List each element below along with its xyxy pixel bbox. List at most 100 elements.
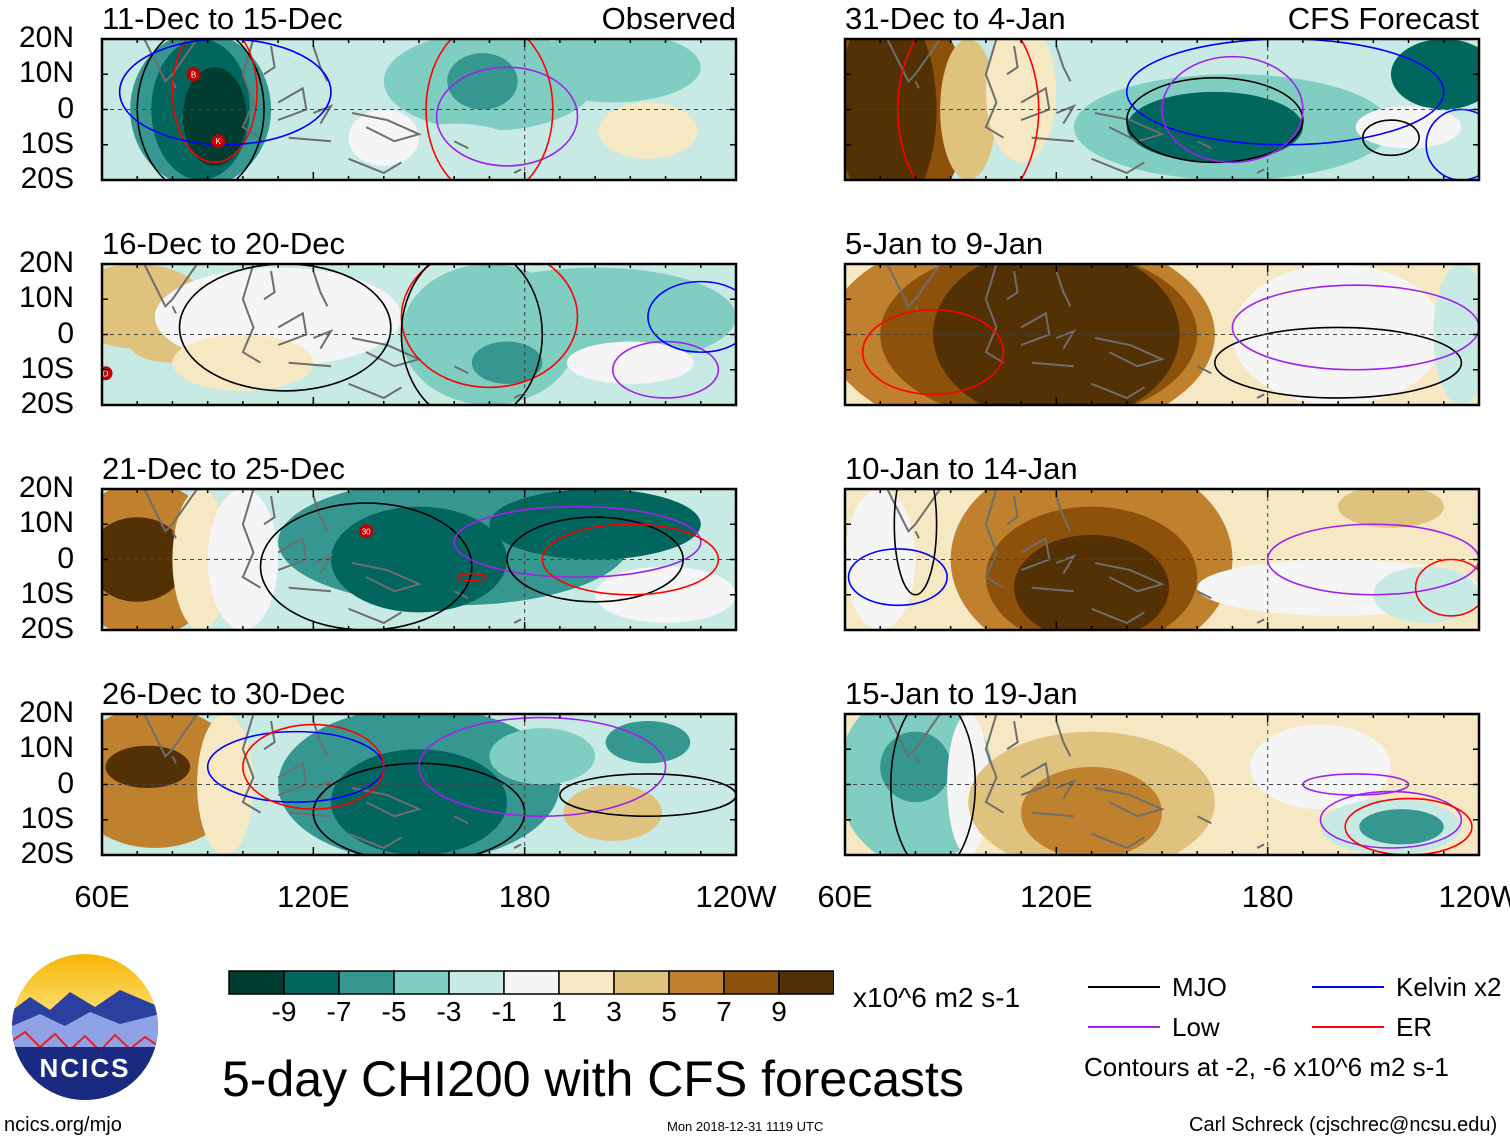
coastline — [263, 45, 276, 76]
colorbar-swatch — [283, 970, 340, 995]
coastline — [351, 787, 422, 818]
map-panel: 30 — [100, 487, 738, 632]
colorbar-tick-label: -1 — [491, 996, 517, 1027]
coastline — [453, 140, 469, 150]
coastline — [263, 720, 276, 751]
coastline — [312, 720, 329, 757]
mjo-contour — [559, 773, 736, 818]
storm-label: K — [216, 137, 222, 146]
coastline — [1055, 270, 1072, 307]
colorbar-tick-label: -7 — [326, 996, 352, 1027]
lat-label: 20N — [18, 246, 74, 279]
colorbar-swatch — [448, 970, 505, 995]
mjo-contour — [178, 264, 392, 392]
map-panel: D — [100, 262, 738, 407]
low-contour — [418, 716, 667, 818]
mjo-legend-label: MJO — [1172, 972, 1227, 1002]
low-legend-line — [1088, 1026, 1160, 1028]
lat-label: 20N — [18, 471, 74, 504]
coastline — [513, 168, 522, 174]
lat-label: 10N — [18, 56, 74, 90]
colorbar-tick-label: -5 — [381, 996, 407, 1027]
coastline — [143, 489, 198, 533]
coastline — [348, 382, 402, 400]
coastline — [312, 495, 329, 532]
timestamp: Mon 2018-12-31 1119 UTC — [667, 1119, 824, 1134]
coastline — [1256, 168, 1265, 174]
coastline — [1055, 328, 1077, 350]
map-panel — [843, 37, 1481, 182]
coastline — [1031, 361, 1075, 368]
coastline — [984, 489, 1005, 589]
coastline — [453, 815, 469, 825]
lat-label: 10S — [20, 126, 74, 160]
coastline — [1006, 45, 1019, 76]
panel-title: 5-Jan to 9-Jan — [845, 226, 1044, 261]
field-anomaly — [1126, 91, 1303, 163]
coastline — [351, 562, 422, 593]
colorbar-swatch — [558, 970, 615, 995]
lat-label: 20S — [20, 387, 74, 420]
storm-marker — [211, 134, 226, 149]
coastline — [1055, 45, 1072, 82]
map-panel — [843, 262, 1481, 407]
coastline — [1091, 832, 1145, 850]
coastline — [1256, 393, 1265, 399]
field-anomaly — [348, 109, 419, 166]
colorbar-swatch — [503, 970, 560, 995]
storm-marker — [359, 524, 374, 539]
field-anomaly — [1390, 39, 1479, 110]
field-anomaly — [1250, 724, 1391, 810]
low-contour — [435, 66, 579, 167]
low-legend-label: Low — [1172, 1012, 1220, 1042]
lat-label: 20S — [20, 612, 74, 645]
lat-label: 20S — [20, 162, 74, 195]
colorbar-swatch — [613, 970, 670, 995]
colorbar-tick-label: -9 — [271, 996, 297, 1027]
panel-title: 15-Jan to 19-Jan — [845, 676, 1078, 711]
lon-label: 60E — [817, 879, 873, 914]
coastline — [1055, 720, 1072, 757]
coastline — [312, 778, 334, 800]
coastline — [312, 270, 329, 307]
panel-title: 31-Dec to 4-Jan — [845, 1, 1066, 36]
colorbar-tick-label: 3 — [606, 996, 622, 1027]
low-contour — [1231, 284, 1479, 371]
field-anomaly — [1021, 766, 1162, 855]
storm-marker — [186, 67, 201, 82]
lat-label: 10N — [18, 281, 74, 315]
lat-label: 20N — [18, 696, 74, 729]
coastline — [263, 270, 276, 301]
mjo-contour — [1214, 326, 1463, 399]
svg-text:NCICS: NCICS — [40, 1053, 131, 1083]
author-credit: Carl Schreck (cjschrec@ncsu.edu) — [1189, 1114, 1498, 1136]
coastline — [1196, 365, 1212, 375]
colorbar-swatch — [393, 970, 450, 995]
lat-label: 10S — [20, 576, 74, 610]
storm-label: 30 — [362, 527, 371, 536]
coastline — [914, 305, 920, 314]
er-contour — [400, 264, 579, 389]
coastline — [1196, 590, 1212, 600]
field-anomaly — [1014, 534, 1170, 630]
low-contour — [611, 340, 720, 399]
field-anomaly — [471, 341, 543, 384]
er-contour — [1414, 558, 1479, 617]
field-anomaly — [207, 489, 279, 630]
colorbar-tick-label: -3 — [436, 996, 462, 1027]
coastline — [1020, 311, 1051, 347]
coastline — [241, 489, 262, 589]
kelvin-contour — [118, 39, 332, 146]
website-link[interactable]: ncics.org/mjo — [4, 1114, 122, 1136]
coastline — [984, 714, 1005, 814]
coastline — [1091, 157, 1145, 175]
coastline — [914, 80, 920, 89]
coastline — [1055, 778, 1077, 800]
lon-label: 180 — [1241, 879, 1294, 914]
coastline — [351, 112, 422, 143]
coastline — [312, 328, 334, 350]
field-anomaly — [183, 67, 247, 166]
coastline — [1094, 112, 1165, 143]
coastline — [143, 39, 198, 83]
coastline — [171, 305, 177, 314]
